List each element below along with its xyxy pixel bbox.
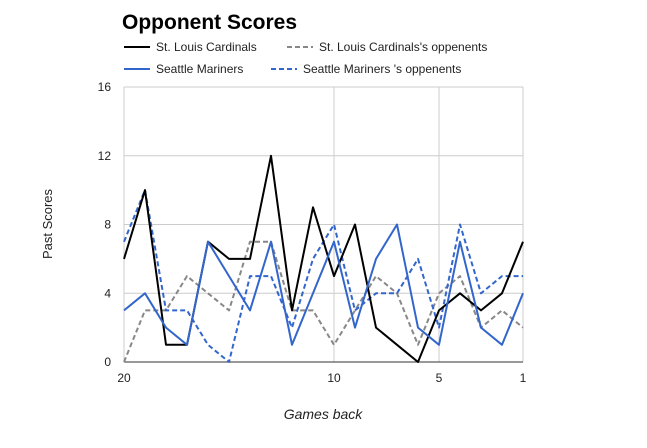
y-tick-label: 12 <box>98 149 112 163</box>
grid <box>123 86 524 363</box>
y-axis-title: Past Scores <box>40 188 55 259</box>
legend-label-0: St. Louis Cardinals <box>156 40 257 54</box>
series-line-2 <box>123 223 524 346</box>
y-tick-label: 16 <box>98 80 112 94</box>
legend-label-2: Seattle Mariners <box>156 62 243 76</box>
x-axis: 20 10 5 1 <box>117 371 526 385</box>
y-tick-label: 0 <box>104 355 111 369</box>
x-tick-label: 20 <box>117 371 131 385</box>
series-line-3 <box>123 189 523 363</box>
legend: St. Louis Cardinals St. Louis Cardinals's… <box>124 40 487 76</box>
series-line-1 <box>123 240 524 363</box>
y-tick-label: 4 <box>104 286 111 300</box>
legend-label-1: St. Louis Cardinals's oppenents <box>319 40 487 54</box>
y-tick-label: 8 <box>104 218 111 232</box>
series-layer <box>123 154 524 363</box>
series-line-0 <box>123 154 524 363</box>
x-tick-label: 5 <box>436 371 443 385</box>
chart-title: Opponent Scores <box>122 11 297 34</box>
y-axis: 0 4 8 12 16 <box>98 80 112 369</box>
x-tick-label: 1 <box>520 371 527 385</box>
x-axis-title: Games back <box>284 406 364 422</box>
x-tick-label: 10 <box>327 371 341 385</box>
legend-label-3: Seattle Mariners 's oppenents <box>303 62 461 76</box>
